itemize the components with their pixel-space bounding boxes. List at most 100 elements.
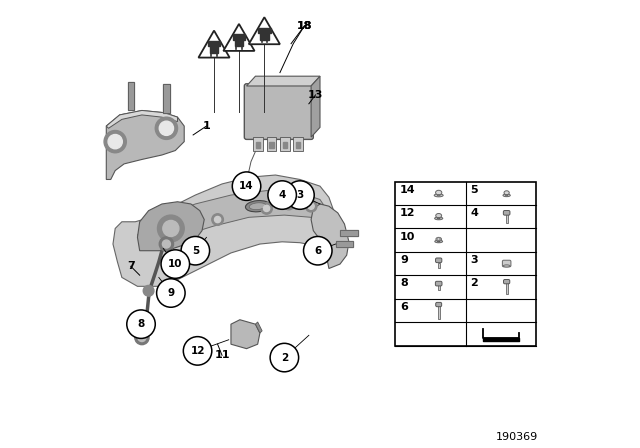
Text: 3: 3 [296, 190, 303, 200]
Circle shape [260, 202, 273, 214]
Polygon shape [249, 17, 280, 44]
Bar [127, 82, 134, 111]
Circle shape [159, 237, 173, 251]
Bar [438, 304, 440, 319]
Bar [506, 212, 508, 223]
Text: 10: 10 [168, 259, 182, 269]
Polygon shape [231, 320, 260, 349]
Ellipse shape [436, 237, 442, 241]
Polygon shape [198, 30, 230, 58]
Circle shape [108, 134, 122, 149]
Text: 9: 9 [400, 255, 408, 265]
Circle shape [163, 240, 170, 248]
Circle shape [308, 203, 314, 209]
Polygon shape [138, 202, 204, 251]
Circle shape [104, 130, 126, 153]
Text: 4: 4 [470, 208, 478, 218]
Circle shape [303, 237, 332, 265]
Bar [234, 35, 243, 46]
Bar [127, 82, 134, 111]
Text: 12: 12 [400, 208, 415, 218]
Ellipse shape [436, 214, 442, 218]
Text: 8: 8 [400, 278, 408, 289]
Circle shape [183, 336, 212, 365]
Text: 6: 6 [314, 246, 321, 256]
FancyBboxPatch shape [395, 182, 536, 346]
Text: 18: 18 [297, 21, 312, 31]
Bar [335, 241, 353, 247]
Circle shape [127, 310, 156, 338]
Bar [340, 230, 358, 236]
Ellipse shape [504, 280, 509, 282]
Text: 14: 14 [400, 185, 416, 195]
Circle shape [157, 215, 184, 242]
Ellipse shape [503, 194, 510, 197]
Circle shape [214, 216, 221, 223]
FancyBboxPatch shape [436, 258, 442, 263]
Ellipse shape [438, 241, 440, 242]
FancyBboxPatch shape [267, 137, 276, 151]
Text: 9: 9 [167, 288, 175, 298]
Circle shape [305, 200, 317, 212]
Bar [438, 263, 440, 267]
Bar [163, 84, 170, 113]
Circle shape [232, 172, 260, 200]
Ellipse shape [436, 303, 441, 305]
Bar [260, 29, 269, 39]
Circle shape [212, 214, 223, 225]
Text: 7: 7 [127, 261, 134, 271]
Ellipse shape [506, 195, 508, 196]
Text: 190369: 190369 [496, 432, 538, 442]
Bar [438, 284, 440, 290]
Bar [233, 34, 245, 40]
Text: 6: 6 [400, 302, 408, 312]
Ellipse shape [435, 217, 443, 220]
Bar [209, 42, 218, 53]
Ellipse shape [249, 203, 266, 210]
Text: 1: 1 [203, 121, 211, 131]
Circle shape [157, 279, 185, 307]
FancyBboxPatch shape [504, 280, 510, 284]
FancyBboxPatch shape [280, 137, 290, 151]
Polygon shape [246, 76, 320, 86]
Bar [296, 142, 300, 148]
Text: 2: 2 [470, 278, 478, 289]
FancyBboxPatch shape [253, 137, 263, 151]
Ellipse shape [436, 190, 442, 195]
Ellipse shape [504, 191, 509, 195]
FancyBboxPatch shape [244, 84, 314, 139]
Circle shape [268, 181, 296, 209]
Text: 14: 14 [239, 181, 254, 191]
Ellipse shape [504, 211, 509, 214]
Bar [283, 142, 287, 148]
FancyBboxPatch shape [293, 137, 303, 151]
Circle shape [159, 121, 173, 135]
Text: 8: 8 [138, 319, 145, 329]
Bar [208, 41, 220, 46]
Text: 10: 10 [400, 232, 415, 241]
Polygon shape [138, 190, 329, 246]
Bar [340, 230, 358, 236]
Polygon shape [311, 76, 320, 137]
Bar [256, 142, 260, 148]
Polygon shape [106, 111, 177, 128]
Polygon shape [255, 322, 262, 333]
Ellipse shape [435, 240, 443, 243]
Bar [258, 28, 271, 33]
Polygon shape [106, 111, 184, 180]
Circle shape [181, 237, 209, 265]
Ellipse shape [246, 201, 270, 212]
Polygon shape [223, 24, 255, 51]
Text: 13: 13 [308, 90, 323, 100]
Circle shape [163, 220, 179, 237]
Ellipse shape [503, 265, 510, 267]
Circle shape [285, 181, 314, 209]
Circle shape [143, 285, 154, 296]
Text: 12: 12 [190, 346, 205, 356]
Bar [163, 84, 170, 113]
FancyBboxPatch shape [502, 260, 511, 267]
Polygon shape [311, 204, 349, 268]
Circle shape [264, 205, 269, 211]
Text: 5: 5 [192, 246, 199, 256]
Circle shape [285, 201, 292, 207]
